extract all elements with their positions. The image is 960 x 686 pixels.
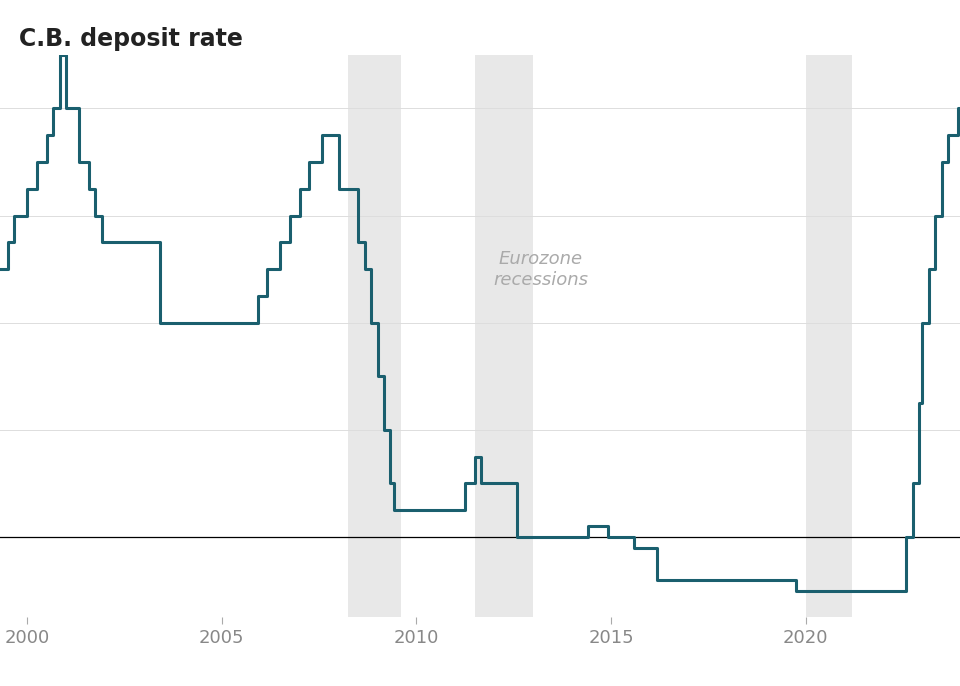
- Bar: [348, 55, 401, 617]
- Text: Eurozone
recessions: Eurozone recessions: [493, 250, 588, 289]
- Bar: [475, 55, 533, 617]
- Text: C.B. deposit rate: C.B. deposit rate: [19, 27, 243, 51]
- Bar: [805, 55, 852, 617]
